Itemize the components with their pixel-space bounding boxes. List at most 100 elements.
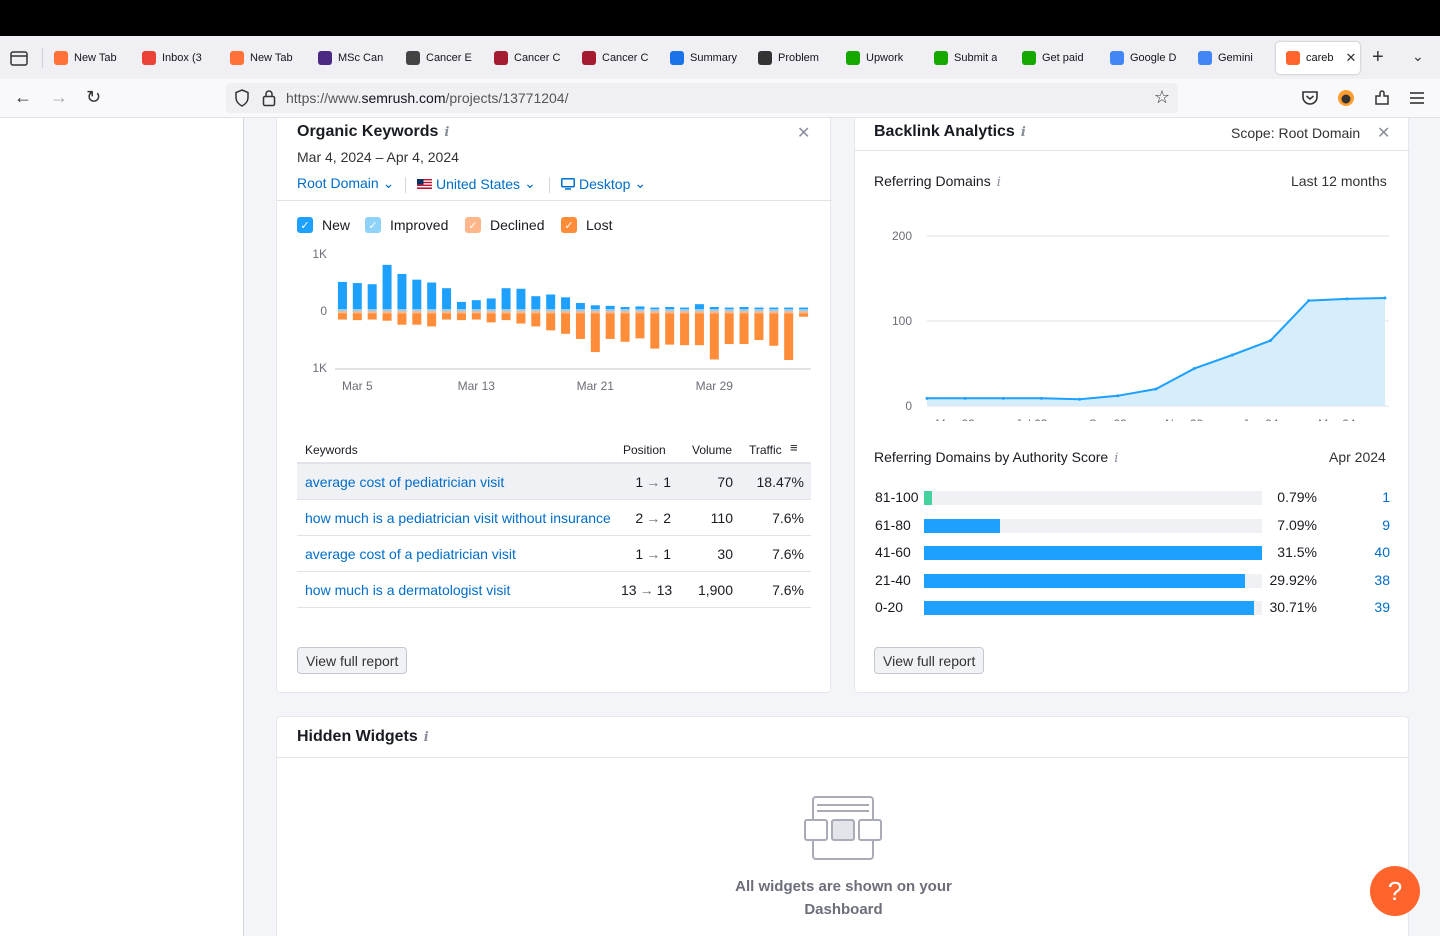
bar-new[interactable] (709, 307, 719, 310)
bar-improved[interactable] (724, 309, 734, 311)
bar-improved[interactable] (531, 309, 541, 311)
bar-declined[interactable] (546, 311, 556, 314)
bookmark-star-icon[interactable]: ☆ (1153, 87, 1170, 107)
bar-new[interactable] (427, 282, 437, 310)
bar-new[interactable] (382, 264, 392, 310)
bar-declined[interactable] (337, 311, 347, 314)
column-header-position[interactable]: Position (623, 443, 666, 457)
bar-improved[interactable] (665, 309, 675, 311)
forward-icon[interactable]: → (50, 87, 68, 107)
bar-declined[interactable] (397, 311, 407, 314)
bar-declined[interactable] (382, 311, 392, 314)
column-header-volume[interactable]: Volume (692, 443, 733, 457)
bar-improved[interactable] (799, 309, 809, 311)
bar-improved[interactable] (486, 309, 496, 311)
data-point[interactable] (1192, 367, 1196, 371)
bar-new[interactable] (635, 306, 645, 310)
bar-lost[interactable] (337, 313, 347, 320)
bar-lost[interactable] (352, 313, 362, 321)
tab-list-icon[interactable] (8, 47, 30, 69)
bar-new[interactable] (784, 307, 794, 310)
bar-improved[interactable] (709, 309, 719, 311)
bar-declined[interactable] (694, 311, 704, 314)
bar-improved[interactable] (352, 309, 362, 311)
legend-checkbox-declined[interactable]: ✓ Declined (465, 217, 544, 233)
bar-new[interactable] (754, 307, 764, 310)
authority-count-link[interactable]: 39 (1374, 599, 1390, 615)
bar-declined[interactable] (516, 311, 526, 314)
legend-checkbox-new[interactable]: ✓ New (297, 217, 350, 233)
bar-declined[interactable] (442, 311, 452, 314)
bar-improved[interactable] (739, 309, 749, 311)
bar-lost[interactable] (382, 313, 392, 321)
data-point[interactable] (963, 396, 967, 400)
bar-lost[interactable] (665, 313, 675, 345)
bar-new[interactable] (590, 305, 600, 310)
bar-new[interactable] (605, 305, 615, 310)
bar-declined[interactable] (709, 311, 719, 314)
bar-improved[interactable] (590, 309, 600, 311)
bar-lost[interactable] (412, 313, 422, 325)
bar-declined[interactable] (456, 311, 466, 314)
bar-declined[interactable] (561, 311, 571, 314)
bar-lost[interactable] (561, 313, 571, 334)
reload-icon[interactable]: ↻ (86, 87, 102, 107)
bar-declined[interactable] (650, 311, 660, 314)
browser-tab[interactable]: Cancer C (572, 42, 656, 74)
bar-declined[interactable] (501, 311, 511, 314)
bar-declined[interactable] (471, 311, 481, 314)
bar-improved[interactable] (546, 309, 556, 311)
bar-lost[interactable] (680, 313, 690, 346)
shield-icon[interactable] (234, 89, 250, 107)
bar-improved[interactable] (694, 309, 704, 311)
close-icon[interactable]: ✕ (1377, 125, 1391, 142)
info-icon[interactable]: i (1020, 125, 1026, 140)
bar-improved[interactable] (456, 309, 466, 311)
bar-lost[interactable] (501, 313, 511, 321)
bar-lost[interactable] (739, 313, 749, 345)
keyword-link[interactable]: how much is a pediatrician visit without… (305, 510, 611, 526)
bar-lost[interactable] (456, 313, 466, 321)
bar-improved[interactable] (442, 309, 452, 311)
pocket-icon[interactable] (1300, 88, 1320, 108)
bar-improved[interactable] (412, 309, 422, 311)
bar-new[interactable] (739, 307, 749, 310)
keyword-link[interactable]: average cost of a pediatrician visit (305, 546, 516, 562)
bar-improved[interactable] (382, 309, 392, 311)
info-icon[interactable]: i (1114, 451, 1119, 466)
bar-new[interactable] (546, 294, 556, 310)
data-point[interactable] (1078, 397, 1082, 401)
bar-new[interactable] (367, 284, 377, 310)
bar-declined[interactable] (799, 311, 809, 314)
bar-lost[interactable] (367, 313, 377, 320)
bar-lost[interactable] (427, 313, 437, 327)
url-text[interactable]: https://www.semrush.com/projects/1377120… (286, 90, 568, 106)
browser-tab[interactable]: MSc Can (308, 42, 392, 74)
back-icon[interactable]: ← (14, 87, 32, 107)
bar-improved[interactable] (337, 309, 347, 311)
info-icon[interactable]: i (444, 125, 450, 140)
data-point[interactable] (1001, 396, 1005, 400)
bar-declined[interactable] (531, 311, 541, 314)
authority-count-link[interactable]: 38 (1374, 571, 1390, 588)
data-point[interactable] (1230, 353, 1234, 357)
bar-declined[interactable] (769, 311, 779, 314)
bar-improved[interactable] (650, 309, 660, 311)
bar-improved[interactable] (575, 309, 585, 311)
bar-improved[interactable] (427, 309, 437, 311)
browser-tab[interactable]: Submit a (924, 42, 1008, 74)
data-point[interactable] (925, 396, 929, 400)
bar-improved[interactable] (784, 309, 794, 311)
data-point[interactable] (1345, 297, 1349, 301)
browser-tab[interactable]: Inbox (3 (132, 42, 216, 74)
menu-icon[interactable] (1407, 88, 1427, 108)
data-point[interactable] (1307, 299, 1311, 303)
bar-declined[interactable] (724, 311, 734, 314)
bar-improved[interactable] (769, 309, 779, 311)
authority-count-link[interactable]: 1 (1382, 489, 1390, 505)
bar-new[interactable] (694, 304, 704, 310)
authority-count-link[interactable]: 40 (1374, 544, 1390, 560)
bar-lost[interactable] (575, 313, 585, 339)
bar-new[interactable] (456, 301, 466, 310)
bar-improved[interactable] (561, 309, 571, 311)
